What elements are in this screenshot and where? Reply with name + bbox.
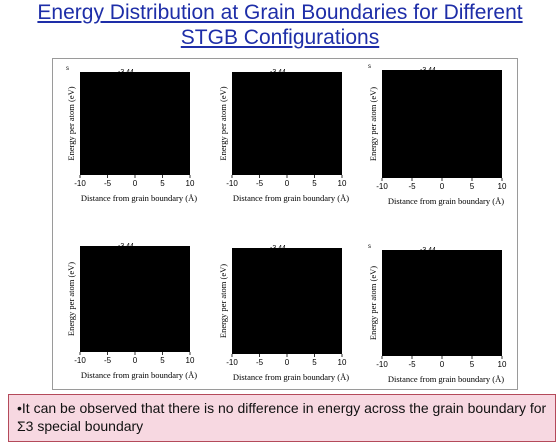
plot-area [80,72,190,175]
slide-title: Energy Distribution at Grain Boundaries … [0,0,560,50]
x-tick-label: 0 [440,182,445,191]
x-tick-label: 5 [160,179,165,188]
y-tick-label: -3.44 [270,245,286,252]
x-tick-label: 5 [470,182,475,191]
chart-svg: Energy per atom (eV) -3.44 s -10 -5 0 5 10 Dista… [368,244,507,384]
y-axis-label: Energy per atom (eV) [368,87,378,161]
x-tick-label: -10 [74,179,86,188]
chart-panel-3: Energy per atom (eV) -3.44 s -10 -5 0 5 10 Dista… [362,60,512,220]
x-tick-label: 10 [498,360,507,369]
x-axis-label: Distance from grain boundary (Å) [233,193,349,203]
chart-svg: Energy per atom (eV) -3.44 -10 -5 0 5 10 Distan… [66,243,197,380]
chart-panel-4: Energy per atom (eV) -3.44 -10 -5 0 5 10 Distan… [60,236,210,396]
chart-svg: Energy per atom (eV) -3.44 -10 -5 0 5 10 Distan… [218,245,349,382]
x-tick-label: 0 [133,179,138,188]
chart-panel-6: Energy per atom (eV) -3.44 s -10 -5 0 5 10 Dista… [362,240,512,400]
x-axis-label: Distance from grain boundary (Å) [81,370,197,380]
x-tick-label: 0 [440,360,445,369]
observation-note: •It can be observed that there is no dif… [8,394,556,442]
x-axis-label: Distance from grain boundary (Å) [388,196,504,206]
x-tick-label: -10 [376,182,388,191]
plot-area [382,70,502,178]
plot-area [382,250,502,356]
corner-mark: s [368,64,371,70]
y-axis-label: Energy per atom (eV) [368,266,378,340]
x-tick-label: -10 [226,179,238,188]
corner-mark: s [368,244,371,250]
x-tick-label: -5 [408,182,416,191]
x-tick-label: -10 [376,360,388,369]
plot-area [80,246,190,352]
x-tick-label: -10 [74,356,86,365]
x-tick-label: 5 [312,179,317,188]
chart-panel-5: Energy per atom (eV) -3.44 -10 -5 0 5 10 Distan… [212,238,362,398]
x-tick-label: 0 [285,358,290,367]
chart-svg: Energy per atom (eV) -3.44 s -10 -5 0 5 10 Dista… [368,64,507,206]
y-tick-label: -3.44 [118,69,134,76]
x-tick-label: -10 [226,358,238,367]
chart-svg: Energy per atom (eV) -3.44 -10 -5 0 5 10 Distan… [218,69,349,203]
title-line-2: STGB Configurations [180,26,380,49]
corner-mark: s [66,66,69,72]
y-tick-label: -3.44 [420,67,436,74]
x-tick-label: 10 [186,356,195,365]
x-tick-label: 5 [160,356,165,365]
chart-panel-2: Energy per atom (eV) -3.44 -10 -5 0 5 10 Distan… [212,62,362,222]
x-tick-label: 5 [312,358,317,367]
title-line-1: Energy Distribution at Grain Boundaries … [37,1,523,24]
plot-area [232,248,342,354]
x-tick-label: -5 [408,360,416,369]
y-axis-label: Energy per atom (eV) [218,86,228,160]
y-tick-label: -3.44 [118,243,134,250]
x-tick-label: 10 [498,182,507,191]
x-tick-label: 0 [285,179,290,188]
x-axis-label: Distance from grain boundary (Å) [81,193,197,203]
y-axis-label: Energy per atom (eV) [66,86,76,160]
x-tick-label: 0 [133,356,138,365]
x-tick-label: -5 [256,179,264,188]
x-tick-label: -5 [104,179,112,188]
x-tick-label: 10 [338,179,347,188]
x-tick-label: -5 [256,358,264,367]
x-tick-label: -5 [104,356,112,365]
x-tick-label: 10 [338,358,347,367]
chart-svg: Energy per atom (eV) -3.44 s -10 -5 0 5 10 Dista… [66,66,197,203]
y-axis-label: Energy per atom (eV) [218,264,228,338]
y-tick-label: -3.44 [270,69,286,76]
x-tick-label: 5 [470,360,475,369]
x-axis-label: Distance from grain boundary (Å) [388,374,504,384]
chart-panel-1: Energy per atom (eV) -3.44 s -10 -5 0 5 10 Dista… [60,62,210,222]
plot-area [232,72,342,175]
x-tick-label: 10 [186,179,195,188]
x-axis-label: Distance from grain boundary (Å) [233,372,349,382]
y-tick-label: -3.44 [420,247,436,254]
y-axis-label: Energy per atom (eV) [66,262,76,336]
